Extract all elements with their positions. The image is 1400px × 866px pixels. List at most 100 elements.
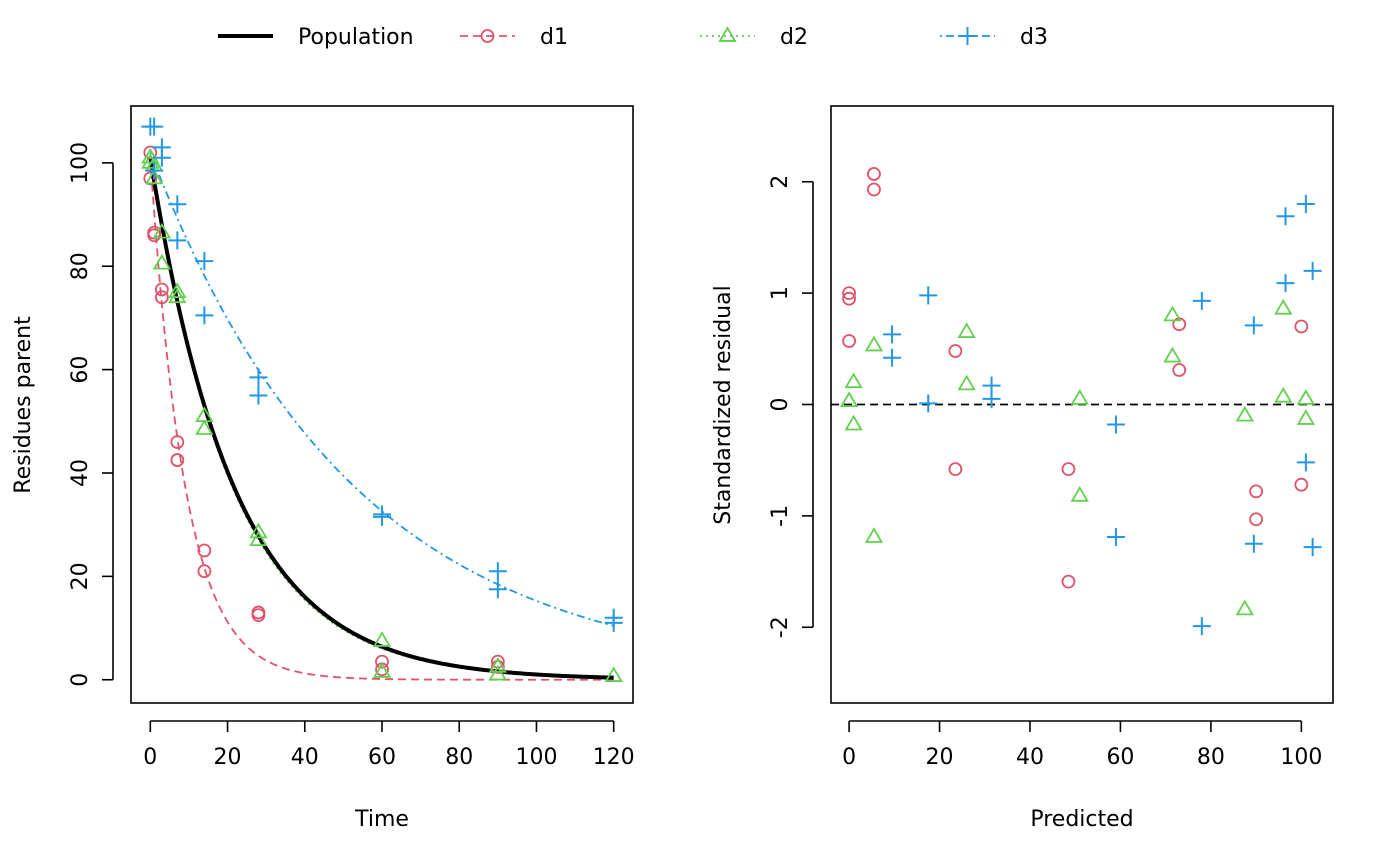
point-d2 [1163,305,1182,322]
curve-d3 [149,152,614,627]
point-d1 [1249,484,1264,499]
point-d1 [1294,477,1309,492]
y-tick-label: 60 [68,356,93,384]
point-d3 [1106,415,1125,434]
y-tick-label: 2 [768,175,793,189]
curve-d2 [149,157,614,679]
point-d2 [372,662,392,678]
point-d3 [1244,316,1263,335]
legend-marker-d3 [958,27,977,45]
point-d1 [147,228,162,243]
point-d1 [143,145,158,160]
point-d2 [249,530,268,547]
point-d2 [152,222,172,239]
point-d1 [490,659,505,674]
x-tick-label: 80 [1197,745,1225,770]
point-d2 [957,374,976,391]
y-axis-label-left: Residues parent [11,316,36,494]
legend-marker-d1 [480,29,495,43]
point-d2 [844,414,863,431]
point-d2 [1070,389,1089,405]
point-d1 [197,564,212,579]
point-d3 [919,286,938,305]
point-d1 [948,462,963,477]
point-d3 [1276,274,1295,293]
point-d2 [488,664,508,681]
point-d3 [168,231,187,250]
point-d2 [1070,486,1089,502]
point-d2 [864,527,884,543]
point-d3 [1303,538,1322,557]
point-d3 [1276,207,1295,226]
y-tick-label: 0 [768,398,793,412]
plot-frame-left [130,105,634,704]
y-tick-label: 40 [68,459,93,487]
point-d3 [1244,534,1263,553]
point-d2 [1274,298,1293,315]
point-d2 [1296,389,1316,405]
y-tick-label: 100 [68,142,93,184]
point-d1 [1061,574,1076,589]
point-d3 [145,161,164,180]
y-tick-label: 0 [68,673,93,687]
point-d3 [249,368,268,387]
x-tick-label: 20 [214,745,242,770]
fit-curves [148,152,614,681]
y-axis-label-right: Standardized residual [711,285,736,524]
point-d2 [195,419,214,435]
point-d3 [919,394,938,413]
legend-label-d3: d3 [1020,25,1048,50]
point-d2 [864,335,884,352]
y-tick-label: -1 [768,505,793,527]
point-d1 [842,334,856,348]
x-axis-label-left: Time [354,807,409,832]
point-d1 [1172,363,1187,377]
x-tick-label: 60 [368,745,396,770]
y-tick-label: 80 [68,252,93,280]
point-d3 [1296,195,1315,214]
point-d2 [152,253,172,270]
x-tick-label: 40 [291,745,319,770]
point-d2 [844,372,863,389]
point-d3 [145,117,164,136]
point-d3 [195,306,214,325]
point-d2 [1274,386,1293,403]
x-tick-label: 120 [593,745,635,770]
x-axis-label-right: Predicted [1030,807,1133,832]
point-d1 [1294,319,1309,334]
point-d3 [373,507,391,526]
point-d2 [144,168,164,185]
legend-marker-d2 [718,26,737,42]
point-d1 [154,282,169,297]
point-d2 [1163,346,1182,363]
x-tick-label: 40 [1016,745,1044,770]
point-d1 [948,344,963,358]
point-d2 [372,631,392,647]
point-d3 [195,252,214,271]
observations-left [141,117,623,682]
point-d3 [883,325,902,344]
observations-right [839,167,1322,636]
legend-label-population: Population [298,25,414,50]
x-tick-label: 100 [515,745,557,770]
point-d2 [168,282,187,298]
point-d3 [249,386,268,405]
point-d3 [488,580,507,599]
x-tick-label: 0 [143,745,157,770]
curve-d1 [149,157,614,681]
point-d2 [957,322,976,338]
point-d3 [604,613,623,632]
point-d3 [152,148,171,167]
point-d1 [1249,512,1264,527]
point-d1 [251,608,266,623]
point-d3 [883,348,902,367]
point-d2 [249,522,268,539]
point-d3 [1303,261,1322,280]
point-d3 [1192,617,1211,636]
x-tick-label: 60 [1106,745,1134,770]
point-d1 [867,182,881,197]
point-d1 [842,286,856,301]
x-tick-label: 0 [842,745,856,770]
legend: Population d1 d2 d3 [218,25,1048,50]
point-d1 [197,543,212,558]
